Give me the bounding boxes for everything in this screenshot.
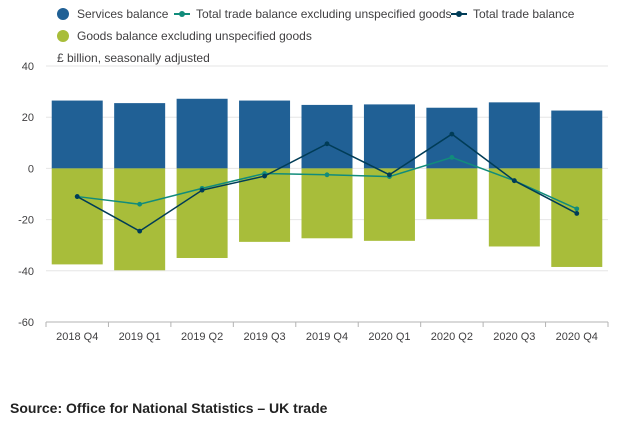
y-tick-label: 40 bbox=[22, 61, 34, 73]
goods-bar bbox=[551, 168, 603, 267]
services-bar bbox=[363, 104, 415, 169]
y-tick-label: 20 bbox=[22, 112, 34, 124]
legend-total-excl-label: Total trade balance excluding unspecifie… bbox=[196, 7, 452, 21]
total-point bbox=[324, 141, 330, 147]
x-tick-label: 2019 Q4 bbox=[306, 331, 348, 343]
total-point bbox=[199, 187, 205, 193]
total-point bbox=[74, 194, 80, 199]
services-bar bbox=[551, 110, 603, 169]
y-tick-label: -20 bbox=[18, 215, 34, 227]
legend-total: Total trade balance bbox=[451, 7, 574, 21]
x-tick-label: 2020 Q2 bbox=[431, 331, 473, 343]
total-point bbox=[574, 211, 580, 216]
total-excl-point bbox=[137, 201, 143, 207]
legend-goods-label: Goods balance excluding unspecified good… bbox=[77, 29, 312, 43]
x-tick-label: 2020 Q3 bbox=[493, 331, 535, 343]
legend-services-label: Services balance bbox=[77, 7, 169, 21]
goods-bar bbox=[301, 168, 353, 239]
source-text: Source: Office for National Statistics –… bbox=[10, 400, 328, 416]
legend-total-excl-swatch-icon bbox=[174, 11, 190, 17]
services-bar bbox=[51, 100, 103, 169]
total-point bbox=[449, 131, 455, 137]
x-tick-label: 2018 Q4 bbox=[56, 331, 98, 343]
total-excl-point bbox=[449, 154, 455, 160]
total-excl-point bbox=[574, 206, 580, 212]
x-tick-label: 2020 Q4 bbox=[556, 331, 598, 343]
legend-services: Services balance bbox=[57, 7, 168, 21]
legend-total-label: Total trade balance bbox=[473, 7, 575, 21]
x-tick-label: 2020 Q1 bbox=[368, 331, 410, 343]
total-point bbox=[511, 178, 517, 184]
services-bar bbox=[488, 102, 540, 169]
goods-bar bbox=[176, 168, 228, 258]
services-bar bbox=[239, 100, 291, 169]
services-bar bbox=[176, 98, 228, 169]
y-tick-label: -40 bbox=[18, 266, 34, 278]
goods-bar bbox=[363, 168, 415, 241]
goods-bar bbox=[426, 168, 478, 220]
y-axis-unit-label: £ billion, seasonally adjusted bbox=[57, 51, 210, 65]
x-tick-label: 2019 Q3 bbox=[243, 331, 285, 343]
legend-total-excl: Total trade balance excluding unspecifie… bbox=[174, 7, 452, 21]
total-point bbox=[387, 172, 392, 178]
y-tick-label: 0 bbox=[28, 163, 34, 175]
total-point bbox=[262, 173, 267, 179]
x-tick-label: 2019 Q2 bbox=[181, 331, 223, 343]
total-excl-point bbox=[324, 172, 330, 178]
services-bar bbox=[114, 103, 166, 169]
legend-goods-swatch-icon bbox=[57, 30, 69, 42]
goods-bar bbox=[51, 168, 103, 265]
services-bar bbox=[301, 104, 353, 169]
total-point bbox=[137, 228, 143, 234]
legend-services-swatch-icon bbox=[57, 8, 69, 20]
x-tick-label: 2019 Q1 bbox=[119, 331, 161, 343]
legend-total-swatch-icon bbox=[451, 11, 467, 17]
y-tick-label: -60 bbox=[18, 317, 34, 329]
legend-goods: Goods balance excluding unspecified good… bbox=[57, 29, 312, 43]
